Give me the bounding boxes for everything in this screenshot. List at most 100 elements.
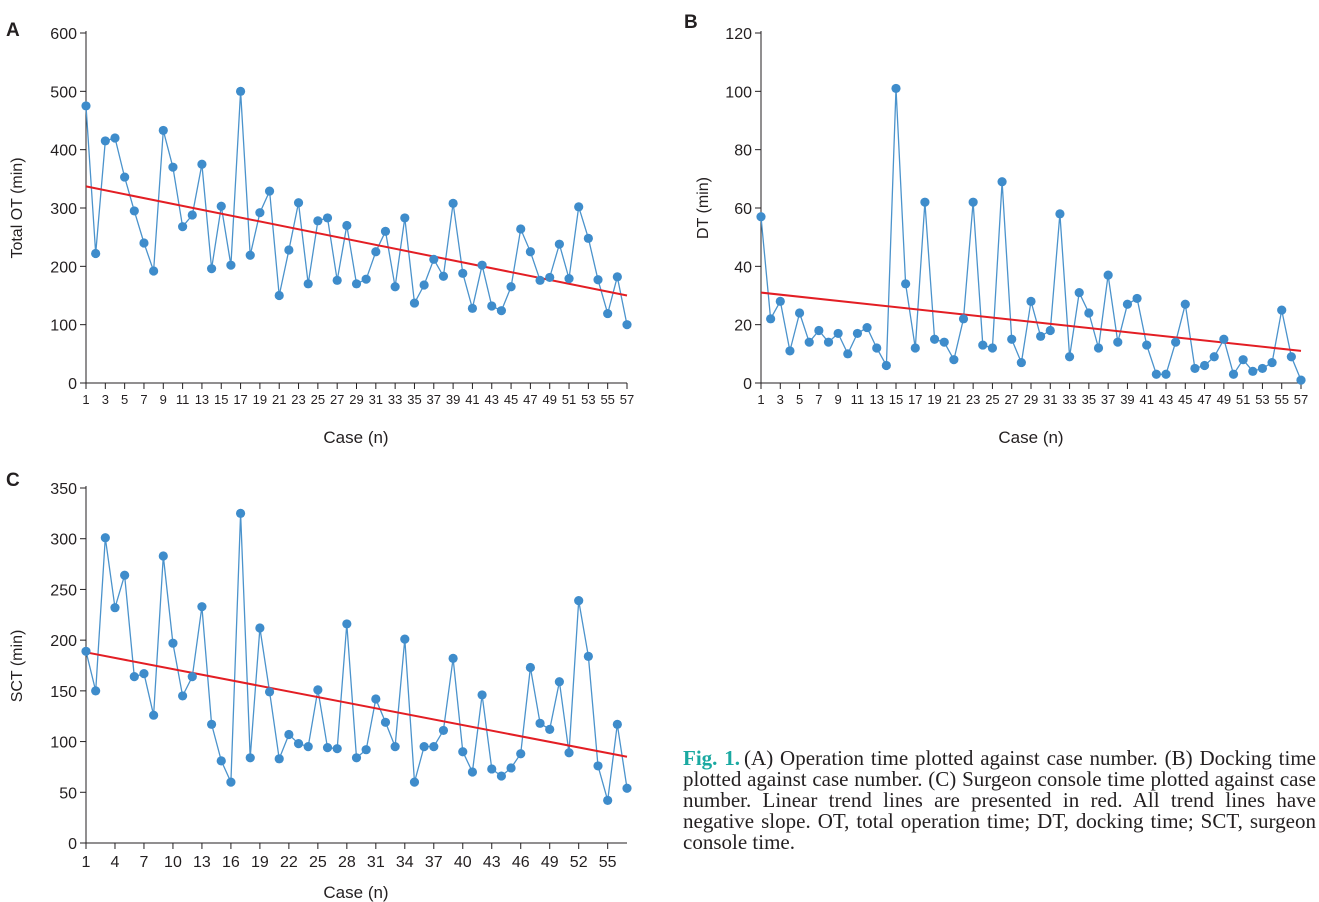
caption-text: (A) Operation time plotted against case … — [683, 746, 1317, 854]
data-point — [1045, 325, 1055, 336]
data-point — [187, 210, 197, 220]
x-tick-label: 11 — [176, 392, 190, 407]
data-point — [129, 672, 139, 682]
panel-c: C 0 50 100 150 200 250 300 350 1 4 7 10 13 16 19 22 25 28… — [6, 470, 632, 902]
x-tick-label: 52 — [570, 854, 588, 871]
data-point — [91, 248, 101, 259]
figure-caption: Fig. 1. (A) Operation time plotted agains… — [683, 748, 1316, 853]
data-point — [313, 216, 323, 226]
x-tick-label: 45 — [504, 392, 518, 407]
y-tick-label: 0 — [743, 376, 752, 393]
data-point — [351, 279, 362, 289]
x-tick-label: 47 — [523, 392, 537, 407]
y-tick-label: 120 — [725, 26, 752, 43]
data-point — [564, 273, 574, 284]
data-point — [496, 771, 507, 781]
data-point — [120, 172, 130, 182]
y-tick-label: 100 — [50, 318, 77, 335]
data-point — [477, 690, 487, 700]
x-tick-label: 29 — [1024, 392, 1038, 407]
data-point — [380, 226, 391, 236]
y-axis-label: SCT (min) — [9, 630, 26, 703]
data-point — [929, 334, 940, 344]
data-point — [361, 745, 371, 755]
data-point — [458, 747, 468, 757]
x-tick-label: 55 — [600, 392, 614, 407]
data-point — [978, 340, 988, 350]
data-point — [612, 719, 622, 729]
data-point — [216, 201, 226, 211]
data-point — [603, 795, 613, 806]
y-tick-label: 200 — [50, 633, 77, 650]
x-tick-label: 19 — [927, 392, 941, 407]
data-point — [574, 202, 584, 212]
data-point — [593, 275, 603, 285]
x-tick-label: 47 — [1197, 392, 1211, 407]
x-tick-label: 27 — [330, 392, 344, 407]
data-point — [342, 220, 352, 231]
data-point — [419, 742, 429, 752]
panel-a-letter: A — [6, 20, 20, 41]
x-tick-label: 25 — [985, 392, 999, 407]
y-tick-label: 0 — [68, 836, 77, 853]
x-tick-label: 57 — [1294, 392, 1308, 407]
x-tick-label: 11 — [851, 392, 865, 407]
panel-c-letter: C — [6, 470, 20, 491]
data-point — [1228, 369, 1239, 379]
y-tick-label: 40 — [734, 259, 752, 276]
data-point — [525, 662, 535, 673]
x-tick-label: 41 — [1139, 392, 1153, 407]
data-point — [187, 672, 197, 682]
data-point — [862, 322, 872, 333]
y-tick-label: 300 — [50, 201, 77, 218]
trend-line — [85, 651, 628, 758]
x-tick-label: 9 — [835, 392, 842, 407]
x-tick-label: 23 — [291, 392, 305, 407]
series-line — [85, 91, 628, 325]
data-point — [149, 266, 159, 276]
data-point — [178, 222, 188, 232]
data-point — [1055, 209, 1065, 219]
x-tick-label: 1 — [82, 854, 91, 871]
x-tick-label: 51 — [1236, 392, 1250, 407]
x-tick-label: 55 — [1274, 392, 1288, 407]
x-tick-label: 4 — [111, 854, 120, 871]
data-point — [1016, 357, 1026, 368]
data-point — [1026, 296, 1036, 306]
x-tick-label: 40 — [454, 854, 472, 871]
x-tick-label: 10 — [164, 854, 182, 871]
data-point — [785, 346, 795, 356]
x-tick-label: 16 — [222, 854, 240, 871]
x-tick-label: 25 — [311, 392, 325, 407]
data-point — [1151, 369, 1161, 379]
y-tick-label: 100 — [725, 84, 752, 101]
data-point — [178, 691, 188, 701]
data-point — [1209, 352, 1219, 362]
data-point — [612, 272, 622, 282]
data-point — [216, 756, 226, 766]
x-tick-label: 53 — [1255, 392, 1269, 407]
x-tick-label: 37 — [425, 854, 443, 871]
x-tick-label: 57 — [620, 392, 634, 407]
x-tick-label: 39 — [1120, 392, 1134, 407]
data-point — [487, 764, 497, 774]
y-tick-label: 250 — [50, 582, 77, 599]
data-point — [535, 718, 545, 728]
x-tick-label: 15 — [214, 392, 228, 407]
data-point — [390, 742, 400, 752]
data-point — [467, 303, 478, 313]
y-tick-label: 0 — [68, 376, 77, 393]
data-point — [467, 767, 478, 777]
data-point — [804, 337, 814, 347]
data-point — [255, 208, 265, 218]
data-point — [593, 761, 603, 771]
data-point — [197, 159, 207, 169]
data-point — [1007, 334, 1017, 344]
x-axis-label: Case (n) — [323, 883, 388, 902]
x-axis-label: Case (n) — [323, 428, 388, 447]
x-tick-label: 46 — [512, 854, 530, 871]
x-tick-label: 13 — [195, 392, 209, 407]
y-axis-label: Total OT (min) — [9, 157, 26, 258]
data-point — [939, 337, 949, 347]
